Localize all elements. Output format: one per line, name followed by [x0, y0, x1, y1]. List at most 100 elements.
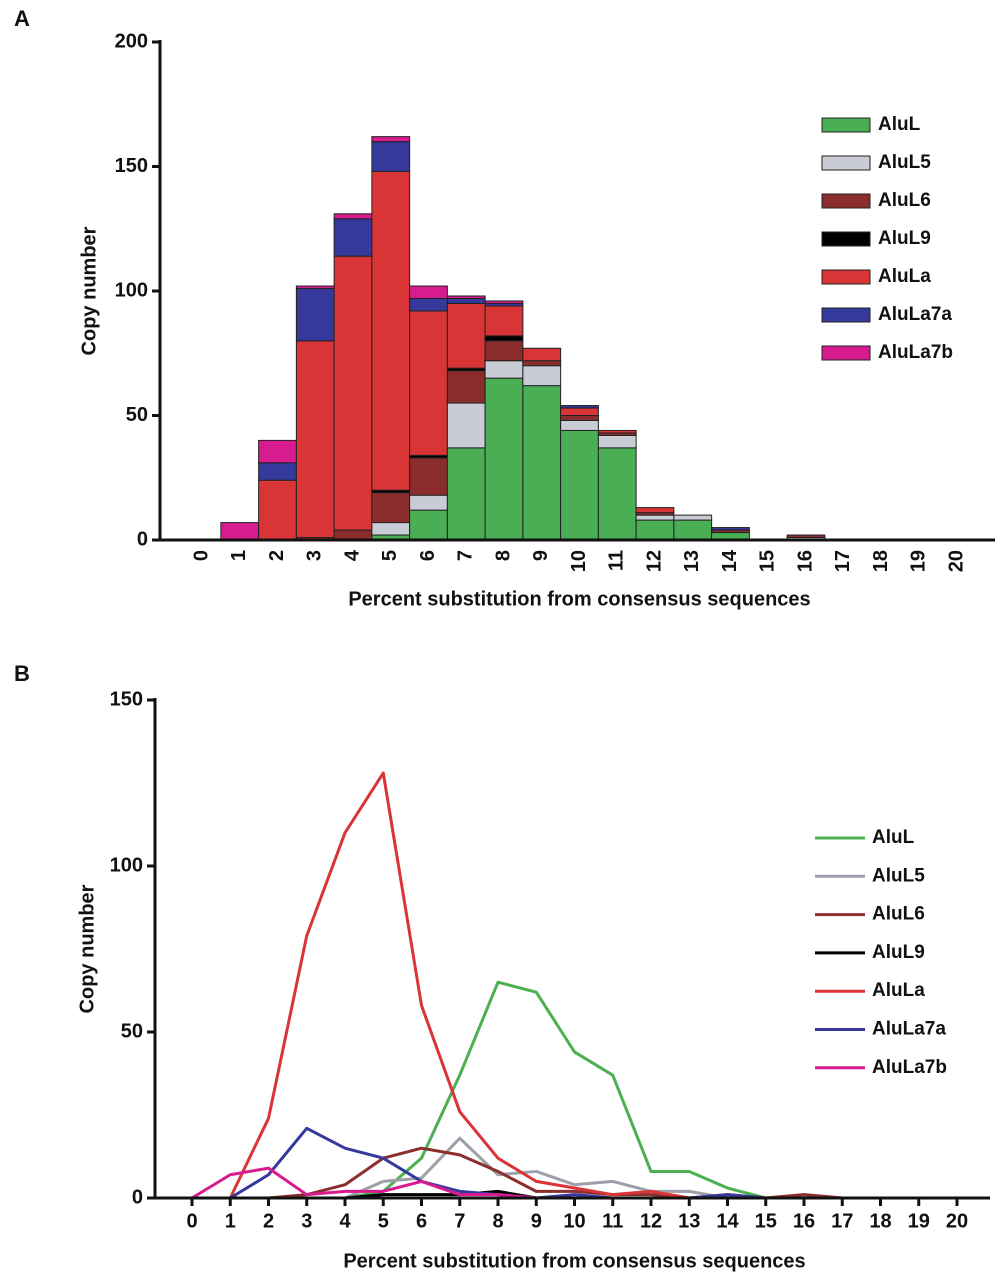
- y-tick-label: 150: [115, 155, 148, 177]
- x-tick-label: 9: [531, 1210, 542, 1232]
- bar-segment: [371, 522, 411, 536]
- legend-label: AluL5: [878, 152, 931, 173]
- bar-segment: [597, 434, 637, 449]
- legend-label: AluLa7a: [878, 304, 952, 325]
- legend-label: AluL6: [872, 904, 925, 925]
- bar-segment: [522, 365, 562, 387]
- bar-segment: [446, 302, 486, 369]
- legend-swatch: [821, 155, 871, 171]
- bar-segment: [371, 141, 411, 172]
- bar-segment: [484, 377, 524, 541]
- x-tick-label: 18: [869, 1210, 891, 1232]
- x-tick-label: 9: [530, 550, 552, 561]
- bar-segment: [484, 335, 524, 342]
- y-tick-label: 150: [110, 688, 143, 710]
- panel-label: B: [14, 661, 30, 686]
- x-tick-label: 12: [640, 1210, 662, 1232]
- bar-segment: [258, 462, 297, 481]
- x-tick-label: 11: [606, 550, 628, 571]
- x-tick-label: 5: [378, 1210, 389, 1232]
- bar-segment: [446, 297, 486, 304]
- legend-label: AluLa7b: [878, 342, 953, 363]
- legend-label: AluL5: [872, 865, 925, 886]
- y-tick-label: 200: [115, 30, 148, 52]
- bar-segment: [560, 407, 599, 416]
- bar-segment: [786, 534, 826, 539]
- x-tick-label: 2: [263, 1210, 274, 1232]
- x-tick-label: 17: [832, 550, 854, 572]
- bar-segment: [446, 402, 486, 449]
- legend-swatch: [821, 117, 871, 133]
- bar-segment: [409, 457, 448, 496]
- x-tick-label: 0: [190, 550, 212, 561]
- x-tick-label: 7: [454, 1210, 465, 1232]
- bar-segment: [597, 429, 637, 434]
- bar-segment: [409, 297, 448, 312]
- y-tick-label: 100: [110, 854, 143, 876]
- bar-segment: [446, 447, 486, 541]
- x-tick-label: 7: [455, 550, 477, 561]
- x-tick-label: 10: [568, 550, 590, 572]
- legend-swatch: [821, 269, 871, 285]
- series-line: [192, 1146, 957, 1200]
- x-tick-label: 4: [339, 1210, 351, 1232]
- bar-segment: [560, 415, 599, 421]
- x-tick-label: 12: [643, 550, 665, 572]
- x-tick-label: 10: [563, 1210, 585, 1232]
- bar-segment: [635, 507, 675, 514]
- x-tick-label: 4: [341, 549, 363, 561]
- y-axis-label: Copy number: [78, 226, 100, 355]
- bar-segment: [635, 514, 675, 521]
- x-tick-label: 11: [602, 1210, 623, 1232]
- bar-segment: [371, 136, 411, 143]
- x-tick-label: 14: [719, 549, 741, 572]
- bar-segment: [522, 360, 562, 367]
- x-tick-label: 2: [266, 550, 288, 561]
- series-line: [192, 980, 957, 1200]
- x-tick-label: 0: [186, 1210, 197, 1232]
- bar-segment: [409, 310, 448, 456]
- x-tick-label: 3: [304, 550, 326, 561]
- y-tick-label: 0: [132, 1186, 143, 1208]
- legend-label: AluL9: [872, 942, 925, 963]
- bar-segment: [333, 255, 373, 531]
- bar-segment: [673, 519, 713, 541]
- x-tick-label: 20: [946, 1210, 968, 1232]
- bar-segment: [597, 447, 637, 541]
- legend-swatch: [821, 231, 871, 247]
- bar-segment: [258, 439, 297, 464]
- legend-label: AluL: [872, 827, 915, 848]
- bar-segment: [295, 285, 335, 290]
- bar-segment: [333, 218, 373, 257]
- bar-segment: [295, 340, 335, 539]
- bar-segment: [484, 300, 524, 304]
- x-tick-label: 18: [870, 550, 892, 572]
- bar-segment: [560, 419, 599, 431]
- x-tick-label: 8: [492, 550, 514, 561]
- x-tick-label: 3: [301, 1210, 312, 1232]
- panel-label: A: [14, 6, 30, 31]
- x-tick-label: 19: [908, 1210, 930, 1232]
- x-tick-label: 16: [793, 1210, 815, 1232]
- x-tick-label: 16: [794, 550, 816, 572]
- bar-segment: [409, 509, 448, 541]
- bar-segment: [446, 295, 486, 299]
- bar-segment: [409, 285, 448, 299]
- bar-segment: [258, 479, 297, 541]
- x-tick-label: 17: [831, 1210, 853, 1232]
- bar-segment: [371, 170, 411, 491]
- bar-segment: [446, 370, 486, 404]
- y-tick-label: 100: [115, 279, 148, 301]
- x-tick-label: 14: [716, 1210, 739, 1232]
- bar-segment: [333, 213, 373, 220]
- bar-segment: [484, 360, 524, 379]
- x-tick-label: 13: [681, 550, 703, 572]
- bar-segment: [522, 347, 562, 362]
- y-axis-label: Copy number: [76, 884, 98, 1013]
- bar-segment: [711, 527, 750, 531]
- bar-segment: [560, 405, 599, 409]
- bar-segment: [673, 514, 713, 521]
- x-tick-label: 1: [228, 550, 250, 561]
- bar-segment: [409, 494, 448, 511]
